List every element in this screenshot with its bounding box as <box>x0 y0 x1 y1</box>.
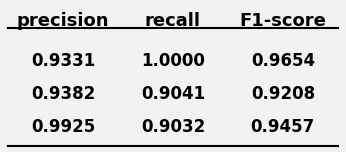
Text: 0.9041: 0.9041 <box>141 85 205 103</box>
Text: 0.9654: 0.9654 <box>251 52 315 70</box>
Text: 0.9382: 0.9382 <box>31 85 95 103</box>
Text: 0.9457: 0.9457 <box>251 118 315 136</box>
Text: 0.9925: 0.9925 <box>31 118 95 136</box>
Text: 0.9208: 0.9208 <box>251 85 315 103</box>
Text: 0.9032: 0.9032 <box>141 118 205 136</box>
Text: 1.0000: 1.0000 <box>141 52 205 70</box>
Text: recall: recall <box>145 12 201 30</box>
Text: 0.9331: 0.9331 <box>31 52 95 70</box>
Text: F1-score: F1-score <box>239 12 326 30</box>
Text: precision: precision <box>17 12 109 30</box>
